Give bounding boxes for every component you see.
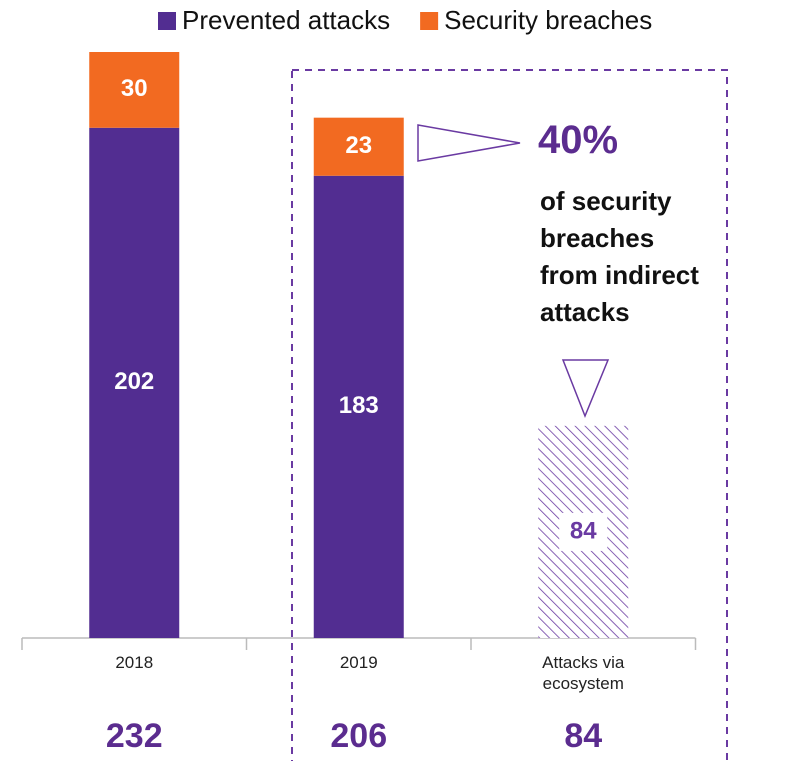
bar-segment: [89, 52, 180, 128]
x-tick-label: Attacks via ecosystem: [542, 653, 625, 693]
callout-arrow: [417, 124, 521, 162]
highlight-box: [291, 69, 728, 761]
x-tick-label: 2019: [339, 653, 378, 672]
value-label: 23: [345, 132, 372, 159]
bar-segment: [313, 175, 404, 638]
annotation-text: of security breaches from indirect attac…: [540, 186, 699, 327]
value-label: 84: [570, 517, 597, 544]
value-label: 183: [339, 392, 379, 419]
legend-swatch: [158, 12, 176, 30]
legend-swatch: [420, 12, 439, 30]
x-tick-label: 2018: [115, 653, 154, 672]
bar-segment: [89, 127, 180, 638]
value-label: 30: [121, 75, 148, 102]
value-label: 202: [114, 368, 154, 395]
label-background: [559, 512, 608, 551]
annotation-value: 40%: [538, 118, 619, 162]
legend-label: Prevented attacks: [182, 5, 390, 35]
total-label: 206: [330, 717, 387, 755]
bar-segment: [313, 117, 404, 176]
legend-label: Security breaches: [444, 5, 652, 35]
total-label: 232: [106, 717, 163, 755]
callout-arrow: [561, 359, 610, 419]
total-label: 84: [564, 717, 602, 755]
